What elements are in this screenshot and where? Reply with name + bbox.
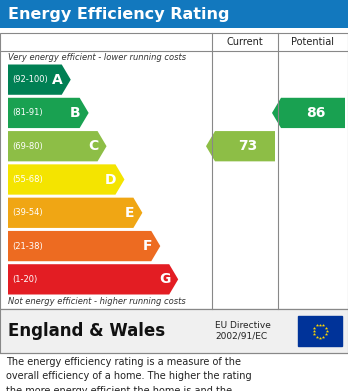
- Text: Potential: Potential: [292, 37, 334, 47]
- Text: (1-20): (1-20): [12, 275, 37, 284]
- Text: 73: 73: [238, 139, 258, 153]
- Bar: [0, 0, 348, 28]
- Text: 2002/91/EC: 2002/91/EC: [215, 332, 267, 341]
- Text: (55-68): (55-68): [12, 175, 43, 184]
- Text: C: C: [88, 139, 98, 153]
- Polygon shape: [8, 98, 89, 128]
- Polygon shape: [8, 65, 71, 95]
- Text: A: A: [52, 73, 63, 87]
- Text: England & Wales: England & Wales: [8, 322, 165, 340]
- Polygon shape: [206, 131, 275, 161]
- Text: B: B: [70, 106, 81, 120]
- Polygon shape: [8, 164, 125, 195]
- Text: D: D: [105, 172, 117, 187]
- Text: (69-80): (69-80): [12, 142, 43, 151]
- Text: EU Directive: EU Directive: [215, 321, 271, 330]
- Text: (92-100): (92-100): [12, 75, 48, 84]
- Text: G: G: [159, 273, 170, 286]
- Polygon shape: [8, 264, 178, 294]
- Text: E: E: [125, 206, 134, 220]
- Text: Not energy efficient - higher running costs: Not energy efficient - higher running co…: [8, 296, 186, 305]
- Text: Current: Current: [227, 37, 263, 47]
- Text: (21-38): (21-38): [12, 242, 43, 251]
- Bar: [0, 33, 348, 309]
- Text: F: F: [143, 239, 152, 253]
- Bar: [0, 309, 348, 353]
- Text: Very energy efficient - lower running costs: Very energy efficient - lower running co…: [8, 54, 186, 63]
- Polygon shape: [272, 98, 345, 128]
- Text: The energy efficiency rating is a measure of the
overall efficiency of a home. T: The energy efficiency rating is a measur…: [6, 357, 252, 391]
- Text: 86: 86: [306, 106, 326, 120]
- Text: (81-91): (81-91): [12, 108, 42, 117]
- Text: Energy Efficiency Rating: Energy Efficiency Rating: [8, 7, 229, 22]
- Polygon shape: [8, 231, 160, 261]
- Polygon shape: [8, 131, 106, 161]
- Bar: [298, 316, 342, 346]
- Text: (39-54): (39-54): [12, 208, 42, 217]
- Polygon shape: [8, 197, 142, 228]
